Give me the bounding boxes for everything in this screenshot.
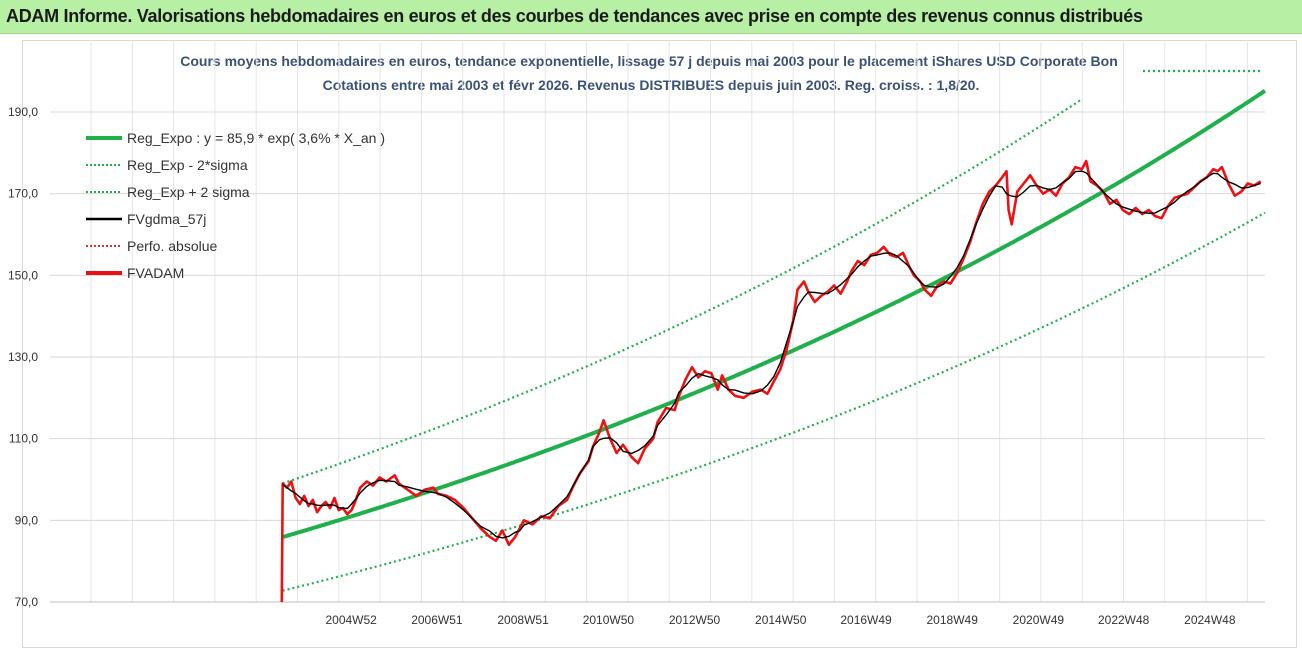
fvadam-series [280, 159, 1262, 603]
reg-expo-series [282, 89, 1267, 539]
legend-label: FVgdma_57j [127, 211, 206, 227]
y-tick-label: 130,0 [8, 350, 38, 364]
x-tick-label: 2004W52 [325, 613, 377, 627]
x-tick-label: 2018W49 [927, 613, 979, 627]
x-tick-label: 2010W50 [583, 613, 635, 627]
legend-label: Perfo. absolue [127, 238, 217, 254]
reg-lower-series [282, 211, 1266, 592]
x-tick-label: 2008W51 [497, 613, 549, 627]
legend-label: Reg_Expo : y = 85,9 * exp( 3,6% * X_an ) [127, 130, 385, 146]
y-tick-label: 150,0 [8, 268, 38, 282]
x-tick-label: 2006W51 [411, 613, 463, 627]
y-tick-label: 190,0 [8, 105, 38, 119]
x-tick-label: 2020W49 [1013, 613, 1065, 627]
reg-upper-series [282, 98, 1083, 485]
legend-label: FVADAM [127, 265, 184, 281]
x-tick-label: 2024W48 [1184, 613, 1236, 627]
header-bar: ADAM Informe. Valorisations hebdomadaire… [0, 0, 1302, 34]
x-tick-label: 2022W48 [1098, 613, 1150, 627]
chart-subtitle: Cotations entre mai 2003 et févr 2026. R… [322, 77, 980, 93]
y-tick-label: 110,0 [9, 432, 38, 446]
x-tick-label: 2014W50 [755, 613, 807, 627]
x-tick-label: 2012W50 [669, 613, 721, 627]
chart-frame [22, 40, 1297, 648]
page-title: ADAM Informe. Valorisations hebdomadaire… [6, 6, 1143, 26]
legend-label: Reg_Exp - 2*sigma [127, 157, 248, 173]
y-tick-label: 70,0 [15, 595, 39, 609]
x-tick-label: 2016W49 [840, 613, 892, 627]
fvgdma-series [282, 170, 1261, 539]
legend-label: Reg_Exp + 2 sigma [127, 184, 250, 200]
chart-title: Cours moyens hebdomadaires en euros, ten… [180, 53, 1118, 69]
y-tick-label: 170,0 [8, 187, 38, 201]
y-tick-label: 90,0 [15, 513, 39, 527]
